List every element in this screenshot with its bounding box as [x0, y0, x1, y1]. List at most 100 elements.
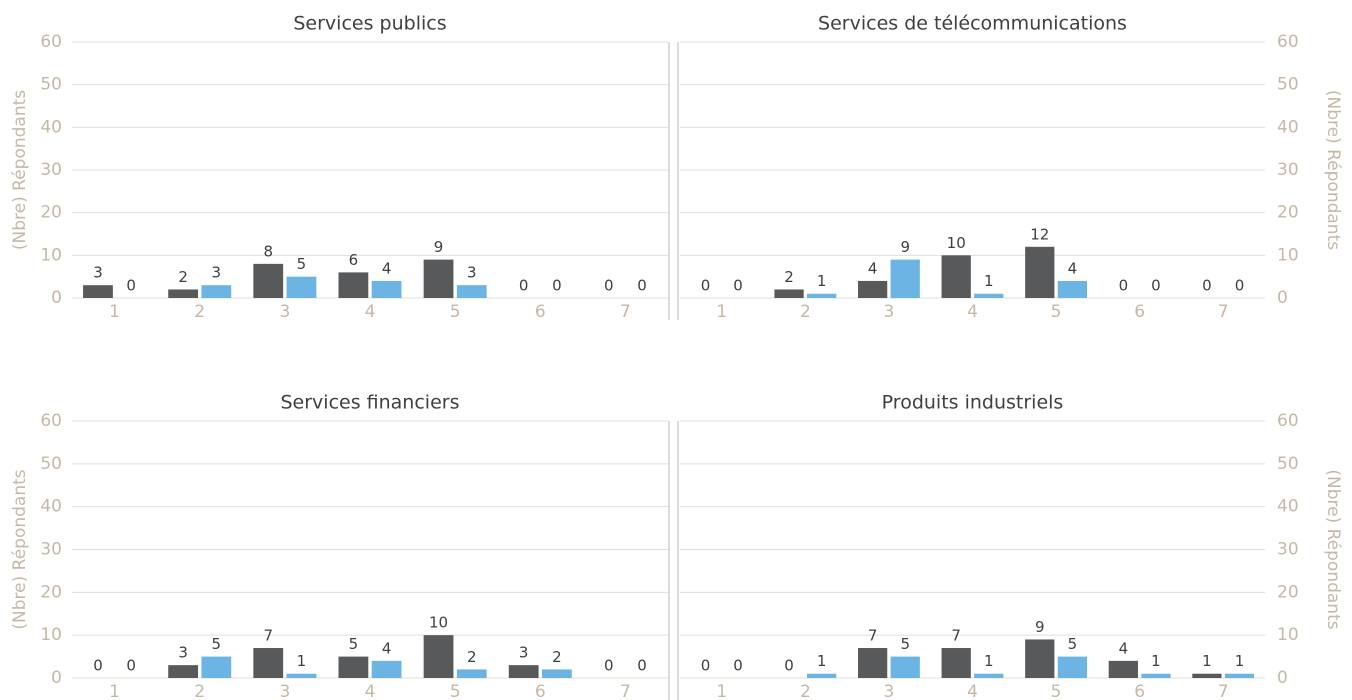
- x-tick-label: 2: [800, 302, 811, 322]
- bar: [807, 293, 837, 298]
- value-label: 5: [297, 255, 307, 273]
- value-label: 4: [382, 259, 392, 277]
- x-tick-label: 1: [109, 682, 120, 700]
- value-label: 0: [637, 657, 647, 675]
- bar: [974, 673, 1004, 678]
- value-label: 6: [349, 251, 359, 269]
- value-label: 2: [552, 648, 562, 666]
- x-tick-label: 6: [535, 682, 546, 700]
- value-label: 2: [784, 268, 794, 286]
- x-tick-label: 4: [967, 302, 978, 322]
- value-label: 0: [1119, 277, 1129, 295]
- chart-title: Services de télécommunications: [818, 13, 1127, 35]
- bar: [168, 665, 199, 678]
- x-tick-label: 3: [279, 682, 290, 700]
- x-tick-label: 2: [194, 682, 205, 700]
- y-axis-label: (Nbre) Répondants: [1323, 90, 1343, 250]
- value-label: 7: [868, 627, 878, 645]
- y-tick-label: 50: [1277, 75, 1299, 95]
- value-label: 3: [93, 264, 103, 282]
- y-tick-label: 50: [1277, 454, 1299, 474]
- bar: [456, 285, 487, 298]
- value-label: 7: [951, 627, 961, 645]
- y-tick-label: 30: [40, 160, 62, 180]
- value-label: 0: [1151, 277, 1161, 295]
- value-label: 0: [733, 277, 743, 295]
- chart-title: Produits industriels: [882, 392, 1064, 414]
- bar: [201, 656, 232, 678]
- x-tick-label: 5: [1051, 302, 1062, 322]
- x-tick-label: 1: [109, 302, 120, 322]
- bar: [1224, 673, 1255, 678]
- bar: [541, 669, 572, 678]
- x-tick-label: 2: [194, 302, 205, 322]
- value-label: 0: [637, 277, 647, 295]
- y-axis-label: (Nbre) Répondants: [1323, 469, 1343, 629]
- value-label: 3: [519, 644, 529, 662]
- y-tick-label: 40: [40, 497, 62, 517]
- bar: [941, 255, 971, 298]
- y-tick-label: 10: [40, 245, 62, 265]
- value-label: 0: [519, 277, 529, 295]
- bar: [201, 285, 232, 298]
- value-label: 1: [984, 652, 994, 670]
- x-tick-label: 4: [365, 682, 376, 700]
- value-label: 1: [1151, 652, 1161, 670]
- y-tick-label: 20: [40, 582, 62, 602]
- value-label: 0: [701, 657, 711, 675]
- chart-title: Services financiers: [281, 392, 460, 414]
- x-tick-label: 4: [967, 682, 978, 700]
- bar: [83, 285, 113, 298]
- value-label: 1: [817, 272, 827, 290]
- bar: [371, 280, 402, 298]
- bar: [774, 289, 804, 298]
- value-label: 3: [178, 644, 188, 662]
- value-label: 0: [93, 657, 103, 675]
- value-label: 4: [868, 259, 878, 277]
- value-label: 1: [1235, 652, 1245, 670]
- value-label: 1: [984, 272, 994, 290]
- bar: [858, 280, 888, 298]
- x-tick-label: 5: [1051, 682, 1062, 700]
- value-label: 9: [1035, 618, 1045, 636]
- value-label: 0: [552, 277, 562, 295]
- y-tick-label: 60: [1277, 32, 1299, 52]
- bar: [338, 272, 369, 298]
- y-tick-label: 40: [1277, 497, 1299, 517]
- y-tick-label: 50: [40, 454, 62, 474]
- y-tick-label: 20: [1277, 203, 1299, 223]
- bar: [1025, 246, 1055, 298]
- bar: [1141, 673, 1171, 678]
- x-tick-label: 3: [279, 302, 290, 322]
- value-label: 9: [900, 238, 910, 256]
- y-tick-label: 0: [1277, 668, 1288, 688]
- bar: [168, 289, 199, 298]
- x-tick-label: 7: [620, 682, 631, 700]
- value-label: 8: [263, 242, 273, 260]
- bar: [423, 259, 454, 298]
- y-tick-label: 50: [40, 75, 62, 95]
- x-tick-label: 4: [365, 302, 376, 322]
- y-tick-label: 60: [40, 32, 62, 52]
- bar: [1057, 280, 1087, 298]
- bar: [1192, 673, 1222, 678]
- bar: [974, 293, 1004, 298]
- x-tick-label: 7: [1218, 682, 1229, 700]
- value-label: 4: [382, 639, 392, 657]
- bar: [1108, 660, 1138, 678]
- value-label: 5: [349, 635, 359, 653]
- y-tick-label: 40: [1277, 117, 1299, 137]
- y-tick-label: 60: [40, 411, 62, 431]
- chart-title: Services publics: [293, 13, 446, 35]
- value-label: 2: [467, 648, 477, 666]
- x-tick-label: 1: [716, 682, 727, 700]
- y-tick-label: 20: [40, 203, 62, 223]
- y-tick-label: 30: [40, 540, 62, 560]
- y-axis-label: (Nbre) Répondants: [10, 90, 30, 250]
- x-tick-label: 6: [1134, 682, 1145, 700]
- value-label: 3: [467, 264, 477, 282]
- y-tick-label: 0: [51, 288, 62, 308]
- value-label: 2: [178, 268, 188, 286]
- x-tick-label: 5: [450, 682, 461, 700]
- bar: [1057, 656, 1087, 678]
